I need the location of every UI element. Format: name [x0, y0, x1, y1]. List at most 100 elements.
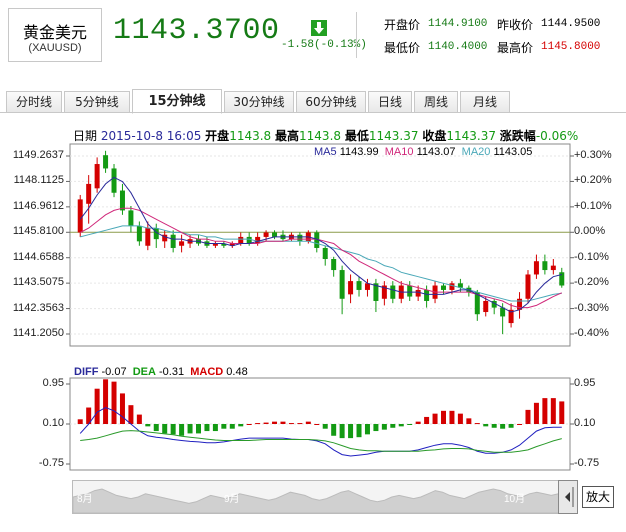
candle-body — [77, 199, 83, 233]
tab-monthly[interactable]: 月线 — [460, 91, 510, 113]
candle-body — [162, 234, 168, 242]
macd-legend: DIFF -0.07 DEA -0.31 MACD 0.48 — [74, 366, 248, 378]
macd-histogram-bar — [136, 414, 142, 424]
macd-axis-label-right: 0.95 — [574, 377, 596, 389]
tab-30min[interactable]: 30分钟线 — [224, 91, 294, 113]
nav-month-aug: 8月 — [77, 494, 93, 505]
diff-value: -0.07 — [101, 366, 127, 378]
macd-histogram-bar — [111, 381, 117, 424]
pct-axis-label: -0.30% — [574, 301, 609, 314]
tab-60min[interactable]: 60分钟线 — [296, 91, 366, 113]
candle-info-bar: 日期 2015-10-8 16:05 开盘1143.8 最高1143.8 最低1… — [73, 127, 578, 144]
high-price-label: 最高价 — [497, 41, 534, 55]
dea-value: -0.31 — [159, 366, 185, 378]
macd-histogram-bar — [305, 421, 311, 424]
macd-histogram-bar — [398, 424, 404, 427]
candle-body — [348, 281, 354, 295]
instrument-box: 黄金美元 (XAUUSD) — [8, 8, 102, 62]
diff-line — [79, 406, 562, 457]
tab-5min[interactable]: 5分钟线 — [64, 91, 130, 113]
nav-month-sep: 9月 — [224, 494, 240, 505]
navigator-area-chart — [72, 488, 574, 514]
candle-body — [86, 183, 92, 204]
candle-body — [550, 265, 556, 271]
high-value: 1143.8 — [299, 129, 342, 143]
price-axis-label: 1141.2050 — [12, 327, 64, 339]
pct-axis-label: +0.20% — [574, 174, 612, 187]
tab-baseline — [0, 112, 626, 113]
macd-histogram-bar — [162, 424, 168, 434]
macd-histogram-bar — [356, 424, 362, 438]
macd-histogram-bar — [170, 424, 176, 435]
candle-body — [119, 190, 125, 211]
macd-histogram-bar — [187, 424, 193, 434]
high-price-value: 1145.8000 — [541, 41, 601, 53]
candle-body — [525, 274, 531, 299]
candle-body — [255, 236, 261, 244]
navigator-handle[interactable] — [558, 480, 578, 514]
dea-label: DEA — [132, 366, 156, 378]
candle-body — [128, 210, 134, 226]
macd-histogram-bar — [246, 424, 252, 425]
period-tabs: 分时线 5分钟线 15分钟线 30分钟线 60分钟线 日线 周线 月线 — [6, 89, 620, 114]
ma10-line — [79, 207, 563, 309]
price-axis-label: 1148.1125 — [13, 174, 64, 187]
macd-histogram-bar — [373, 424, 379, 432]
ma20-label: MA20 — [461, 146, 491, 158]
ma20-line — [80, 225, 562, 302]
ma10-value: 1143.07 — [416, 146, 456, 158]
price-axis-label: 1149.2637 — [12, 149, 64, 161]
macd-histogram-bar — [77, 419, 83, 424]
candle-body — [533, 261, 539, 275]
instrument-code: (XAUUSD) — [28, 42, 82, 54]
macd-histogram-bar — [407, 424, 413, 425]
macd-histogram-bar — [255, 423, 261, 425]
macd-histogram-bar — [119, 393, 125, 424]
low-label: 最低 — [344, 129, 369, 143]
macd-histogram-bar — [128, 405, 134, 424]
macd-axis-label: 0.95 — [42, 377, 64, 389]
macd-histogram-bar — [263, 422, 269, 424]
down-arrow-icon — [311, 20, 327, 36]
candle-body — [415, 289, 421, 297]
candle-body — [153, 228, 159, 240]
price-axis-label: 1142.3563 — [12, 301, 64, 314]
macd-axis-label-right: 0.10 — [574, 417, 596, 429]
macd-histogram-bar — [179, 424, 185, 436]
ma5-value: 1143.99 — [339, 146, 379, 158]
candle-body — [407, 285, 413, 297]
price-axis-label: 1143.5075 — [12, 276, 64, 289]
candle-body — [483, 300, 489, 313]
macd-axis-label: 0.10 — [42, 417, 64, 429]
macd-histogram-bar — [466, 418, 472, 424]
macd-histogram-bar — [559, 401, 565, 424]
macd-histogram-bar — [229, 424, 235, 429]
pct-axis-label: 0.00% — [574, 225, 606, 238]
candle-body — [441, 285, 446, 290]
macd-histogram-bar — [550, 398, 556, 424]
pct-value: -0.06% — [535, 129, 579, 143]
pct-axis-label: -0.10% — [574, 250, 609, 263]
open-price-label: 开盘价 — [384, 18, 421, 32]
date-label: 日期 — [73, 129, 98, 143]
tab-15min[interactable]: 15分钟线 — [132, 89, 222, 114]
ma5-label: MA5 — [314, 146, 337, 158]
macd-histogram-bar — [381, 424, 387, 430]
candle-body — [331, 259, 337, 271]
candle-body — [491, 300, 497, 308]
enlarge-button[interactable]: 放大 — [582, 486, 614, 508]
candle-body — [314, 232, 320, 248]
macd-histogram-bar — [196, 424, 201, 434]
tab-daily[interactable]: 日线 — [368, 91, 412, 113]
tab-timeshare[interactable]: 分时线 — [6, 91, 62, 113]
close-value: 1143.37 — [446, 129, 496, 143]
time-navigator[interactable]: 8月 9月 10月 — [72, 480, 574, 514]
macd-histogram-bar — [525, 409, 531, 424]
macd-histogram-bar — [238, 424, 244, 427]
macd-histogram-bar — [204, 424, 210, 432]
candle-body — [508, 309, 514, 324]
candle-body — [364, 283, 370, 290]
macd-histogram-bar — [314, 424, 320, 425]
macd-histogram-bar — [491, 424, 497, 428]
